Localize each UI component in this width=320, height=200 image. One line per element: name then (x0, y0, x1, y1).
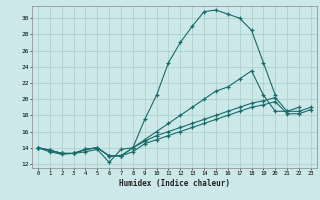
X-axis label: Humidex (Indice chaleur): Humidex (Indice chaleur) (119, 179, 230, 188)
